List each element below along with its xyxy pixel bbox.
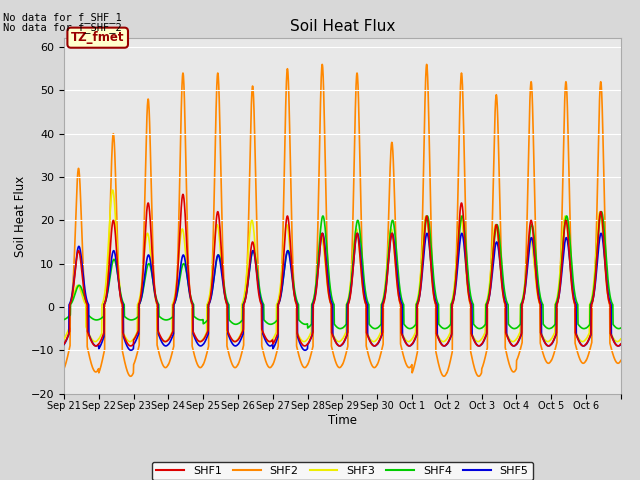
Text: TZ_fmet: TZ_fmet	[71, 31, 124, 44]
Text: No data for f_SHF_1: No data for f_SHF_1	[3, 12, 122, 23]
Y-axis label: Soil Heat Flux: Soil Heat Flux	[13, 175, 27, 257]
X-axis label: Time: Time	[328, 414, 357, 427]
Title: Soil Heat Flux: Soil Heat Flux	[290, 20, 395, 35]
Text: No data for f_SHF_2: No data for f_SHF_2	[3, 22, 122, 33]
Legend: SHF1, SHF2, SHF3, SHF4, SHF5: SHF1, SHF2, SHF3, SHF4, SHF5	[152, 461, 533, 480]
